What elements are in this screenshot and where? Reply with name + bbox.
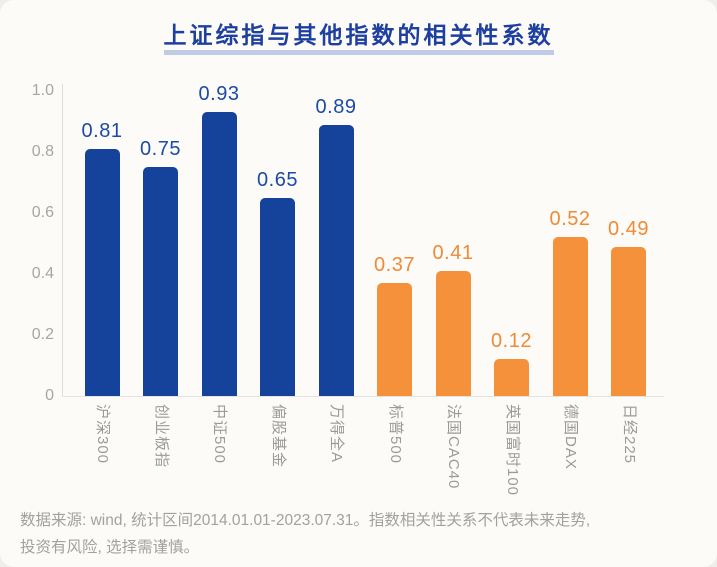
bar-英国富时100: [494, 359, 529, 396]
bar-创业板指: [143, 167, 178, 396]
bar-中证500: [201, 112, 237, 396]
bar-万得全A: [318, 125, 354, 396]
bar-value-label: 0.49: [608, 218, 649, 240]
bar-标普500: [377, 283, 412, 396]
y-axis-tick-label: 0.4: [31, 265, 54, 282]
bar-value-label: 0.12: [491, 330, 532, 352]
x-axis-label: 英国富时100: [503, 404, 521, 497]
bar-日经225: [611, 247, 646, 396]
bar-value-label: 0.41: [432, 242, 474, 264]
bar-value-label: 0.81: [81, 120, 123, 142]
bar-德国DAX: [552, 237, 588, 396]
y-axis-tick-label: 0: [45, 387, 54, 404]
bar-value-label: 0.89: [315, 96, 357, 118]
x-axis-label: 沪深300: [94, 404, 111, 465]
bar-value-label: 0.65: [257, 169, 298, 191]
bar-value-label: 0.75: [140, 138, 181, 160]
y-axis-tick-label: 1.0: [31, 82, 54, 99]
x-axis-label: 标普500: [386, 404, 404, 465]
x-axis-line: [62, 396, 664, 397]
footnote-line-1: 数据来源: wind, 统计区间2014.01.01-2023.07.31。指数…: [20, 512, 591, 529]
x-axis-label: 法国CAC40: [445, 404, 462, 490]
y-axis-tick-label: 0.6: [31, 204, 54, 221]
footnote-line-2: 投资有风险, 选择需谨慎。: [20, 539, 200, 556]
x-axis-label: 德国DAX: [562, 404, 579, 470]
bar-value-label: 0.52: [549, 208, 591, 230]
y-axis-tick-label: 0.8: [31, 143, 54, 160]
x-axis-label: 中证500: [211, 404, 228, 465]
bar-沪深300: [84, 149, 120, 396]
bar-value-label: 0.93: [198, 83, 240, 105]
bar-value-label: 0.37: [374, 254, 415, 276]
x-axis-label: 日经225: [620, 404, 638, 465]
x-axis-label: 创业板指: [152, 404, 170, 469]
y-axis-tick-label: 0.2: [31, 326, 54, 343]
bar-偏股基金: [260, 198, 295, 396]
chart-title-wrap: 上证综指与其他指数的相关性系数: [0, 22, 717, 55]
chart-title: 上证综指与其他指数的相关性系数: [163, 22, 554, 55]
bar-法国CAC40: [435, 271, 471, 396]
data-source-footnote: 数据来源: wind, 统计区间2014.01.01-2023.07.31。指数…: [20, 507, 710, 561]
y-axis-line: [62, 84, 63, 397]
x-axis-label: 偏股基金: [269, 404, 287, 469]
x-axis-label: 万得全A: [328, 404, 345, 464]
